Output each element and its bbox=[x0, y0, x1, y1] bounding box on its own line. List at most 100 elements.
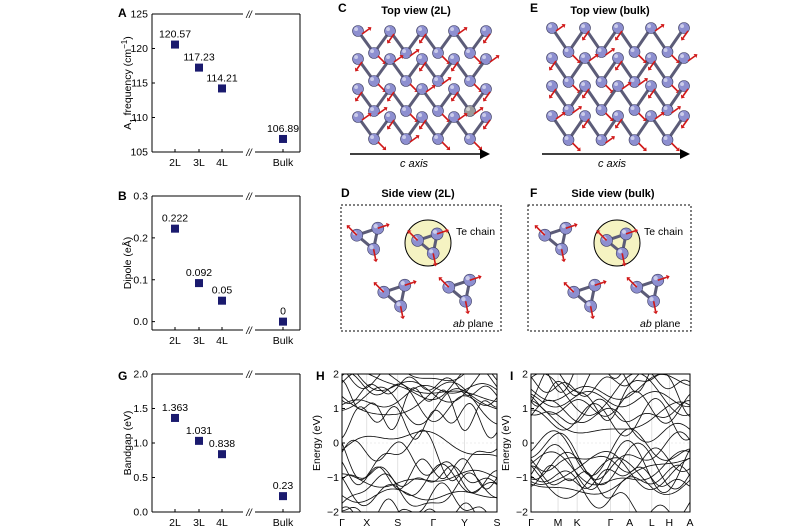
panel-c-displacement-arrow bbox=[457, 114, 466, 121]
panel-g-axis-break-bottom: // bbox=[245, 508, 253, 519]
panel-i-band-line bbox=[531, 374, 690, 421]
panel-f-displacement-arrow-head bbox=[634, 228, 638, 234]
panel-d-displacement-arrow-head bbox=[407, 230, 412, 235]
panel-e-displacement-arrow bbox=[583, 30, 590, 39]
panel-a-ytick-label: 110 bbox=[131, 112, 148, 124]
panel-c-displacement-arrow bbox=[388, 33, 395, 42]
panel-i-kpoint-label: A bbox=[686, 517, 693, 529]
panel-e-displacement-arrow-head bbox=[561, 111, 566, 117]
panel-i-band-line bbox=[531, 457, 690, 499]
panel-b-xtick-label: 3L bbox=[193, 335, 205, 347]
panel-c-displacement-arrow-head bbox=[354, 97, 360, 102]
panel-e-displacement-arrow bbox=[687, 55, 696, 62]
panel-c-axis-label: c axis bbox=[400, 158, 429, 170]
panel-i-ytick-label: −1 bbox=[516, 472, 528, 484]
panel-e-displacement-arrow bbox=[604, 112, 613, 120]
panel-i-kpoint-label: Γ bbox=[528, 517, 534, 529]
panel-d-atom-highlight bbox=[432, 229, 438, 234]
panel-d-displacement-arrow bbox=[464, 301, 469, 312]
panel-c-displacement-arrow-head bbox=[354, 67, 360, 72]
panel-c-atom bbox=[448, 25, 460, 37]
panel-f-atom-highlight bbox=[561, 224, 566, 229]
panel-letter-g: G bbox=[118, 369, 127, 383]
panel-e-displacement-arrow bbox=[616, 118, 623, 127]
panel-e-displacement-arrow bbox=[649, 60, 656, 69]
panel-e-displacement-arrow-head bbox=[594, 53, 599, 59]
panel-f-plane-label: ab plane bbox=[640, 318, 680, 330]
panel-e-atom-highlight bbox=[564, 78, 569, 82]
panel-e-displacement-arrow bbox=[555, 113, 564, 120]
panel-e-displacement-arrow-head bbox=[677, 105, 681, 111]
panel-c-displacement-arrow bbox=[377, 83, 385, 91]
panel-d-displacement-arrow-head bbox=[438, 277, 443, 281]
panel-g-data-label: 0.23 bbox=[273, 480, 294, 492]
panel-c-atom-highlight bbox=[450, 85, 455, 89]
panel-c-atom-highlight bbox=[450, 55, 455, 59]
panel-h-band-line bbox=[342, 498, 476, 512]
panel-c-atom-highlight bbox=[354, 27, 359, 32]
panel-a-xtick-label: 4L bbox=[216, 157, 228, 169]
panel-e-atom-highlight bbox=[630, 106, 635, 110]
panel-c-displacement-arrow bbox=[425, 86, 434, 93]
panel-c-displacement-arrow-head bbox=[367, 112, 372, 118]
panel-e-displacement-arrow bbox=[616, 30, 623, 39]
panel-c-displacement-arrow-head bbox=[431, 84, 436, 90]
panel-h-kpoint-label: S bbox=[493, 517, 500, 529]
panel-c-displacement-arrow bbox=[409, 136, 418, 143]
panel-d-displacement-arrow bbox=[440, 278, 450, 288]
panel-a-y-axis-label: A1 frequency (cm−1) bbox=[120, 36, 138, 130]
panel-a-data-label: 114.21 bbox=[206, 72, 237, 84]
panel-a-data-point bbox=[279, 134, 287, 143]
panel-i-ytick-label: 0 bbox=[522, 438, 528, 450]
panel-letter-i: I bbox=[510, 369, 513, 383]
panel-h-band-line bbox=[342, 463, 497, 507]
panel-c-displacement-arrow-head bbox=[482, 97, 488, 102]
panel-a-xtick-label: Bulk bbox=[273, 157, 294, 169]
panel-i-band-line bbox=[531, 464, 690, 512]
panel-g-ytick-label: 0.5 bbox=[133, 472, 148, 484]
panel-e-atom-highlight bbox=[581, 24, 585, 29]
panel-e-atom-highlight bbox=[614, 82, 618, 86]
panel-e-atom-highlight bbox=[647, 54, 651, 58]
panel-d-atom-highlight bbox=[400, 281, 405, 286]
panel-e-atom-highlight bbox=[647, 24, 651, 29]
panel-f-te-chain-label: Te chain bbox=[644, 226, 683, 238]
panel-f-displacement-arrow bbox=[594, 281, 605, 286]
panel-c-displacement-arrow bbox=[489, 56, 498, 63]
panel-c-displacement-arrow-head bbox=[478, 146, 483, 151]
panel-c-displacement-arrow-head bbox=[386, 97, 392, 102]
panel-d-atom-highlight bbox=[396, 302, 401, 307]
panel-a-ytick-label: 115 bbox=[131, 78, 148, 90]
panel-i-ytick-label: −2 bbox=[516, 507, 528, 519]
panel-i-band-line bbox=[531, 374, 690, 402]
panel-h-band-line bbox=[342, 376, 497, 405]
panel-b-ytick-label: 0.2 bbox=[133, 232, 148, 244]
panel-c-atom-highlight bbox=[354, 113, 359, 117]
panel-e-displacement-arrow-head bbox=[614, 66, 620, 71]
panel-c-displacement-arrow bbox=[388, 91, 395, 100]
panel-h-band-line bbox=[342, 469, 497, 488]
panel-g-xtick-label: 3L bbox=[193, 517, 205, 529]
panel-b-ytick-label: 0.3 bbox=[133, 191, 148, 203]
panel-c-atom-highlight bbox=[482, 27, 487, 32]
panel-c-displacement-arrow-head bbox=[399, 54, 404, 60]
panel-c-displacement-arrow bbox=[377, 55, 385, 63]
panel-e-atom-highlight bbox=[548, 82, 552, 86]
panel-i-band-line bbox=[531, 457, 690, 495]
panel-h-kpoint-label: Γ bbox=[339, 517, 345, 529]
panel-f-atom-highlight bbox=[621, 229, 627, 234]
panel-g-ytick-label: 0.0 bbox=[133, 507, 148, 519]
panel-c-displacement-arrow bbox=[441, 55, 449, 63]
panel-e-atom-highlight bbox=[647, 82, 651, 86]
panel-c-displacement-arrow-head bbox=[415, 48, 420, 54]
panel-c-displacement-arrow bbox=[484, 91, 491, 100]
panel-e-displacement-arrow bbox=[571, 54, 580, 62]
panel-c-displacement-arrow-head bbox=[495, 54, 500, 60]
panel-a-data-point bbox=[195, 63, 203, 72]
panel-d-displacement-arrow bbox=[399, 306, 404, 317]
panel-f-displacement-arrow-head bbox=[653, 310, 659, 315]
panel-e-atom-highlight bbox=[663, 106, 668, 110]
panel-d-displacement-arrow-head bbox=[478, 274, 482, 280]
panel-f-displacement-arrow-head bbox=[561, 258, 567, 263]
